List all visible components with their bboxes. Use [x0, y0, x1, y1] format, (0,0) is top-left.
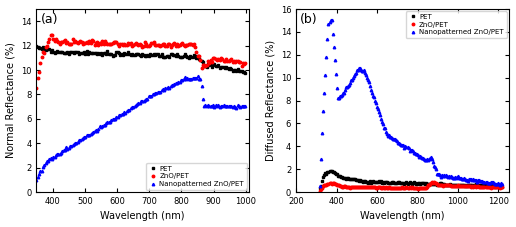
Line: ZnO/PET: ZnO/PET [35, 34, 247, 89]
ZnO/PET [455, 185, 461, 188]
PET [243, 70, 249, 73]
PET [179, 56, 185, 58]
Nanopatterned ZnO/PET [182, 76, 188, 79]
ZnO/PET [243, 62, 249, 65]
Line: Nanopatterned ZnO/PET: Nanopatterned ZnO/PET [35, 75, 247, 182]
ZnO/PET [499, 186, 506, 188]
Nanopatterned ZnO/PET [475, 179, 481, 182]
Nanopatterned ZnO/PET [499, 183, 506, 186]
ZnO/PET [395, 186, 401, 189]
Text: (b): (b) [300, 13, 318, 26]
ZnO/PET [182, 44, 188, 46]
X-axis label: Wavelength (nm): Wavelength (nm) [360, 211, 445, 222]
PET [241, 74, 248, 76]
PET [499, 185, 506, 187]
PET [34, 45, 40, 48]
ZnO/PET [34, 87, 40, 89]
ZnO/PET [47, 34, 54, 36]
Nanopatterned ZnO/PET [328, 19, 334, 22]
PET [395, 181, 401, 184]
Nanopatterned ZnO/PET [168, 84, 174, 87]
ZnO/PET [475, 185, 481, 188]
Y-axis label: Diffused Reflectance (%): Diffused Reflectance (%) [265, 40, 275, 161]
PET [455, 185, 461, 187]
Nanopatterned ZnO/PET [337, 94, 344, 97]
Line: Nanopatterned ZnO/PET: Nanopatterned ZnO/PET [319, 19, 504, 187]
ZnO/PET [429, 180, 435, 183]
Nanopatterned ZnO/PET [395, 142, 401, 145]
PET [317, 187, 324, 190]
ZnO/PET [317, 190, 324, 192]
PET [365, 181, 371, 184]
Line: PET: PET [35, 44, 247, 76]
Nanopatterned ZnO/PET [195, 75, 201, 77]
Nanopatterned ZnO/PET [179, 78, 185, 81]
PET [138, 51, 144, 54]
X-axis label: Wavelength (nm): Wavelength (nm) [101, 211, 185, 222]
Legend: PET, ZnO/PET, Nanopatterned ZnO/PET: PET, ZnO/PET, Nanopatterned ZnO/PET [147, 163, 247, 190]
PET [89, 52, 95, 54]
ZnO/PET [198, 66, 204, 69]
PET [182, 55, 188, 57]
Nanopatterned ZnO/PET [243, 105, 249, 108]
ZnO/PET [138, 44, 144, 47]
Nanopatterned ZnO/PET [447, 174, 454, 177]
PET [35, 44, 41, 47]
Nanopatterned ZnO/PET [198, 81, 204, 84]
PET [447, 184, 454, 187]
PET [168, 54, 174, 57]
Nanopatterned ZnO/PET [317, 185, 324, 188]
PET [475, 184, 481, 187]
Nanopatterned ZnO/PET [89, 131, 95, 134]
PET [198, 59, 204, 62]
Nanopatterned ZnO/PET [365, 79, 371, 82]
ZnO/PET [337, 184, 343, 187]
ZnO/PET [365, 186, 371, 189]
Nanopatterned ZnO/PET [34, 179, 40, 182]
Y-axis label: Normal Reflectance (%): Normal Reflectance (%) [6, 43, 15, 158]
Legend: PET, ZnO/PET, Nanopatterned ZnO/PET: PET, ZnO/PET, Nanopatterned ZnO/PET [406, 11, 507, 38]
PET [328, 169, 334, 171]
Nanopatterned ZnO/PET [455, 177, 461, 179]
ZnO/PET [89, 42, 95, 45]
Text: (a): (a) [41, 13, 58, 26]
PET [337, 176, 344, 179]
ZnO/PET [447, 184, 454, 187]
ZnO/PET [168, 42, 174, 45]
ZnO/PET [179, 41, 185, 44]
Nanopatterned ZnO/PET [137, 100, 143, 103]
Line: PET: PET [319, 169, 504, 190]
Line: ZnO/PET: ZnO/PET [319, 181, 504, 192]
